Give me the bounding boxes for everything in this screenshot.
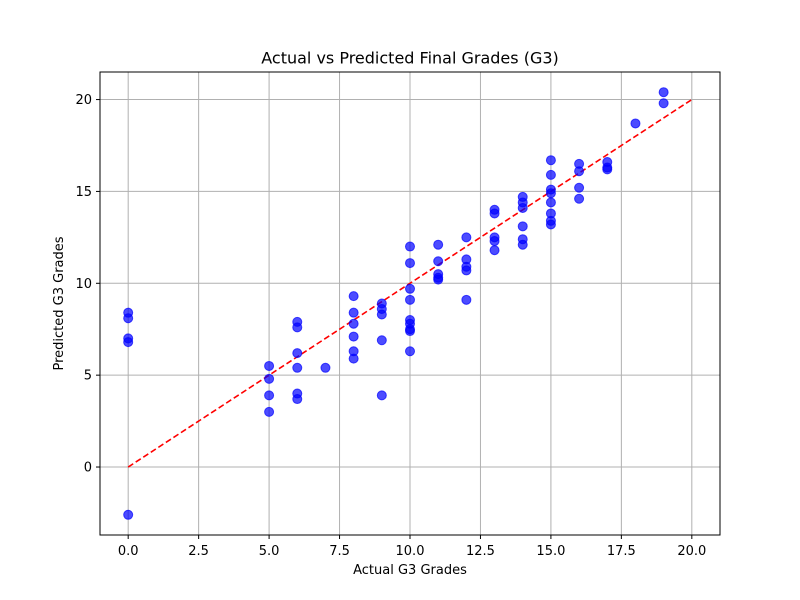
x-tick-label: 5.0: [259, 544, 280, 559]
data-point: [545, 219, 556, 230]
data-point: [376, 309, 387, 320]
data-point: [574, 193, 585, 204]
x-tick-label: 10.0: [396, 544, 425, 559]
data-point: [405, 283, 415, 294]
y-axis-ticks: 0 5 10 15 20: [75, 93, 100, 476]
data-point: [405, 294, 415, 305]
data-point: [461, 294, 472, 305]
x-tick-label: 17.5: [607, 544, 636, 559]
data-point: [489, 208, 500, 219]
y-tick-label: 0: [84, 461, 92, 476]
data-point: [517, 239, 528, 250]
data-point: [123, 509, 134, 520]
data-point: [264, 406, 275, 417]
y-tick-label: 5: [84, 369, 92, 384]
y-tick-label: 15: [75, 185, 92, 200]
data-point: [405, 258, 415, 269]
data-point: [292, 322, 303, 333]
data-point: [348, 291, 359, 302]
data-point: [461, 232, 472, 243]
data-point: [405, 346, 415, 357]
data-point: [545, 169, 556, 180]
data-point: [545, 197, 556, 208]
data-point: [545, 188, 556, 199]
data-point: [264, 390, 275, 401]
data-point: [376, 335, 387, 346]
data-point: [433, 274, 444, 285]
data-point: [517, 202, 528, 213]
data-point: [376, 390, 387, 401]
x-axis-label: Actual G3 Grades: [353, 563, 467, 578]
data-point: [264, 373, 275, 384]
data-point: [292, 348, 303, 359]
data-point: [574, 182, 585, 193]
x-tick-label: 7.5: [329, 544, 350, 559]
data-point: [489, 236, 500, 247]
x-axis-ticks: 0.0 2.5 5.0 7.5 10.0 12.5 15.0 17.5 20.0: [118, 535, 706, 559]
x-tick-label: 15.0: [536, 544, 565, 559]
chart-title: Actual vs Predicted Final Grades (G3): [261, 49, 559, 68]
data-point: [489, 245, 500, 256]
data-point: [292, 394, 303, 405]
data-point: [517, 221, 528, 232]
data-point: [123, 313, 134, 324]
y-tick-label: 10: [75, 277, 92, 292]
y-axis-label: Predicted G3 Grades: [52, 236, 67, 370]
data-point: [264, 360, 275, 371]
data-point: [405, 326, 415, 337]
data-point: [123, 337, 134, 348]
data-point: [348, 307, 359, 318]
reference-line-layer: [127, 98, 693, 468]
data-point: [320, 362, 331, 373]
x-tick-label: 12.5: [466, 544, 495, 559]
scatter-points: [123, 87, 669, 520]
data-point: [292, 362, 303, 373]
data-point: [348, 353, 359, 364]
data-point: [433, 256, 444, 267]
x-tick-label: 2.5: [188, 544, 209, 559]
data-point: [545, 155, 556, 166]
y-tick-label: 20: [75, 93, 92, 108]
data-point: [461, 265, 472, 276]
x-tick-label: 20.0: [677, 544, 706, 559]
data-point: [433, 239, 444, 250]
data-point: [348, 318, 359, 329]
data-point: [348, 331, 359, 342]
data-point: [405, 241, 415, 252]
x-tick-label: 0.0: [118, 544, 139, 559]
data-point: [602, 164, 613, 175]
data-point: [574, 166, 585, 177]
ideal-prediction-line: [127, 98, 693, 468]
data-point: [658, 87, 669, 98]
data-point: [630, 118, 641, 129]
data-point: [658, 98, 669, 109]
